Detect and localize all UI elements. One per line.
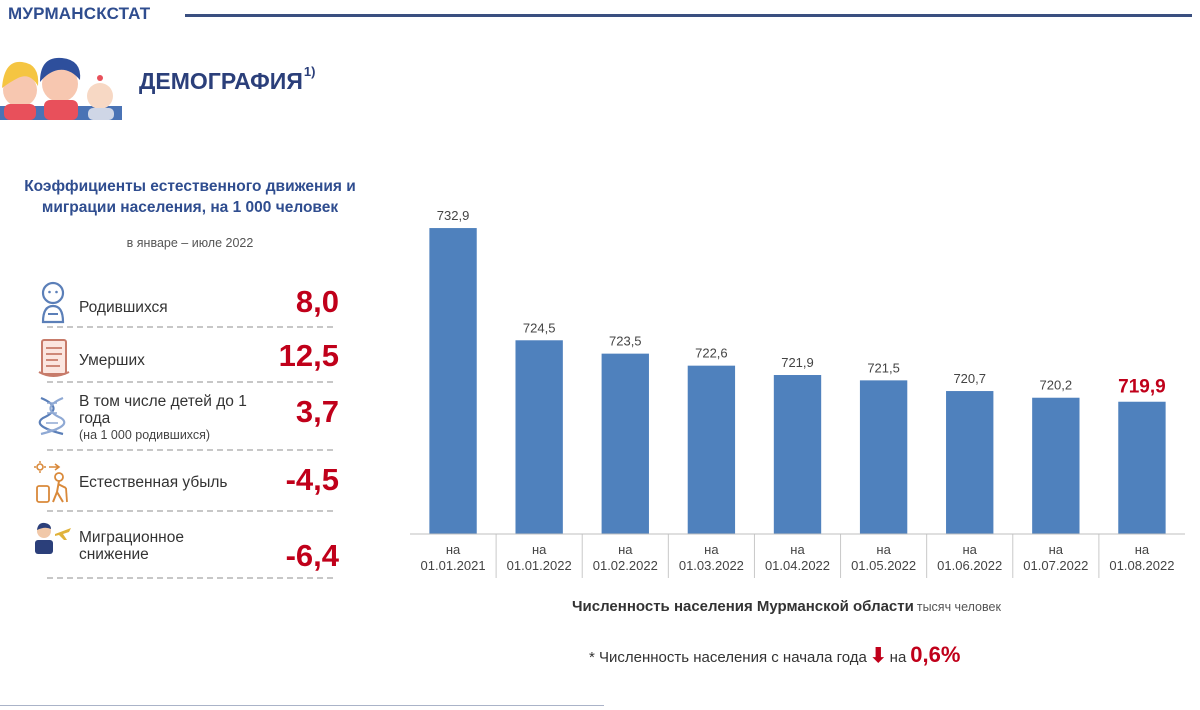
migration-label: Миграционное снижение <box>79 529 184 563</box>
page-title-text: ДЕМОГРАФИЯ <box>139 68 303 94</box>
stat-row-deaths: Умерших 12,5 <box>33 334 345 380</box>
x-tick-label: на <box>446 542 461 557</box>
bar-value-label: 724,5 <box>523 320 556 335</box>
x-tick-label: 01.05.2022 <box>851 558 916 573</box>
bar <box>687 365 736 534</box>
bar-value-label: 720,7 <box>953 371 986 386</box>
x-tick-label: 01.01.2021 <box>421 558 486 573</box>
deaths-value: 12,5 <box>278 338 339 373</box>
x-tick-label: на <box>876 542 891 557</box>
migration-value: -6,4 <box>285 538 339 573</box>
title-footnote-mark: 1) <box>303 64 316 80</box>
stat-row-infant: В том числе детей до 1 года (на 1 000 ро… <box>33 390 345 446</box>
header-rule <box>185 14 1192 17</box>
x-tick-label: 01.07.2022 <box>1023 558 1088 573</box>
natural-loss-value: -4,5 <box>285 462 339 497</box>
footnote-text: * Численность населения с начала года <box>589 649 867 666</box>
divider <box>47 381 333 383</box>
bar-value-label: 732,9 <box>437 208 470 223</box>
chart-unit: тысяч человек <box>916 600 1001 614</box>
infant-label: В том числе детей до 1 года (на 1 000 ро… <box>79 393 249 444</box>
bar <box>1118 401 1166 534</box>
bar <box>515 340 563 534</box>
bar <box>946 391 994 534</box>
infant-value: 3,7 <box>295 394 339 429</box>
x-tick-label: на <box>963 542 978 557</box>
page-title: ДЕМОГРАФИЯ1) <box>139 64 315 95</box>
births-value: 8,0 <box>295 284 339 319</box>
baby-icon <box>41 281 65 324</box>
x-tick-label: на <box>704 542 719 557</box>
divider <box>47 577 333 579</box>
bar-value-label: 721,5 <box>867 360 900 375</box>
footnote-percent: 0,6% <box>910 642 961 667</box>
coefficients-title: Коэффициенты естественного движения и ми… <box>24 178 356 216</box>
chart-title: Численность населения Мурманской области <box>572 598 914 615</box>
bar-value-label: 723,5 <box>609 334 642 349</box>
x-tick-label: 01.01.2022 <box>507 558 572 573</box>
x-tick-label: на <box>1135 542 1150 557</box>
x-tick-label: 01.03.2022 <box>679 558 744 573</box>
bar <box>859 380 908 534</box>
family-icon <box>0 57 122 120</box>
bar-value-label: 722,6 <box>695 346 728 361</box>
bar <box>601 353 649 534</box>
stat-row-natural-loss: Естественная убыль -4,5 <box>33 458 345 508</box>
coefficients-subtitle: в январе – июле 2022 <box>126 236 254 250</box>
infant-label-text: В том числе детей до 1 года <box>79 393 247 427</box>
brand-name: МУРМАНСКСТАТ <box>8 4 151 23</box>
births-label: Родившихся <box>79 299 168 316</box>
bar-value-label: 719,9 <box>1118 377 1166 398</box>
bar <box>429 228 477 534</box>
x-tick-label: на <box>790 542 805 557</box>
bar-value-label: 721,9 <box>781 355 814 370</box>
x-tick-label: на <box>1049 542 1064 557</box>
divider <box>47 510 333 512</box>
x-tick-label: 01.06.2022 <box>937 558 1002 573</box>
divider <box>47 449 333 451</box>
x-tick-label: на <box>532 542 547 557</box>
arrow-down-icon: ⬇ <box>869 645 887 667</box>
deaths-label: Умерших <box>79 352 145 369</box>
stat-row-migration: Миграционное снижение -6,4 <box>33 518 345 574</box>
footnote-on: на <box>889 649 907 666</box>
population-change-note: * Численность населения с начала года ⬇ на… <box>589 642 960 668</box>
migrant-airplane-icon <box>35 522 71 554</box>
x-tick-label: 01.02.2022 <box>593 558 658 573</box>
bar <box>773 375 822 534</box>
x-tick-label: 01.08.2022 <box>1109 558 1174 573</box>
bar-value-label: 720,2 <box>1040 378 1073 393</box>
x-tick-label: 01.04.2022 <box>765 558 830 573</box>
certificate-icon <box>38 339 70 377</box>
natural-loss-label: Естественная убыль <box>79 474 228 491</box>
footer-rule <box>0 705 604 706</box>
x-tick-label: на <box>618 542 633 557</box>
dna-icon <box>38 396 66 436</box>
bar <box>1032 397 1080 534</box>
population-bar-chart: 732,9на01.01.2021724,5на01.01.2022723,5н… <box>410 208 1185 578</box>
divider <box>47 326 333 328</box>
stat-row-births: Родившихся 8,0 <box>33 278 345 326</box>
chart-caption: Численность населения Мурманской области… <box>572 598 1001 615</box>
elderly-icon <box>34 461 68 503</box>
infant-note: (на 1 000 родившихся) <box>79 428 211 442</box>
